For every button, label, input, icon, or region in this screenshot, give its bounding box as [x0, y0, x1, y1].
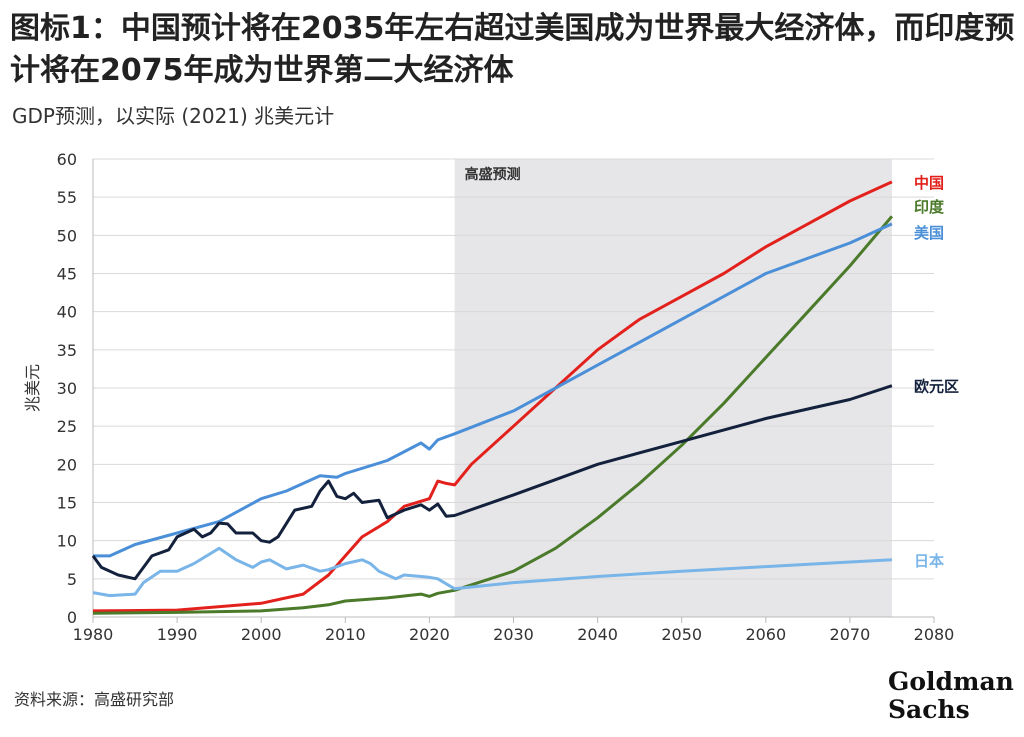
x-tick-label: 2010	[325, 625, 366, 644]
x-tick-label: 2070	[830, 625, 871, 644]
x-tick-label: 2000	[241, 625, 282, 644]
x-tick-label: 2050	[661, 625, 702, 644]
y-tick-label: 0	[67, 608, 77, 627]
y-tick-label: 40	[57, 303, 77, 322]
y-tick-label: 55	[57, 188, 77, 207]
y-tick-label: 60	[57, 150, 77, 169]
x-tick-label: 2020	[409, 625, 450, 644]
x-tick-label: 2030	[493, 625, 534, 644]
y-tick-label: 15	[57, 494, 77, 513]
series-label: 中国	[914, 174, 944, 192]
y-tick-label: 50	[57, 226, 77, 245]
x-tick-label: 1980	[73, 625, 114, 644]
series-line-0	[92, 180, 893, 613]
series-line-3	[91, 384, 893, 581]
series-label: 日本	[914, 552, 944, 570]
forecast-label: 高盛预测	[465, 166, 521, 183]
y-axis-label: 兆美元	[23, 364, 42, 412]
y-tick-label: 45	[57, 265, 77, 284]
series-label: 美国	[914, 224, 944, 242]
x-tick-label: 2080	[914, 625, 955, 644]
y-tick-label: 20	[57, 455, 77, 474]
logo-line-1: Goldman	[888, 667, 1014, 696]
series-label: 印度	[914, 198, 945, 216]
y-tick-label: 10	[57, 532, 77, 551]
series-line-4	[92, 546, 892, 598]
x-tick-label: 2060	[745, 625, 786, 644]
y-tick-label: 35	[57, 341, 77, 360]
y-tick-label: 5	[67, 570, 77, 589]
goldman-sachs-logo: Goldman Sachs	[888, 668, 1014, 724]
source-note: 资料来源：高盛研究部	[14, 690, 175, 709]
chart-subtitle: GDP预测，以实际 (2021) 兆美元计	[12, 104, 335, 128]
y-tick-label: 25	[57, 417, 77, 436]
x-tick-label: 2040	[577, 625, 618, 644]
x-tick-label: 1990	[157, 625, 198, 644]
y-tick-label: 30	[57, 379, 77, 398]
series-line-1	[92, 215, 894, 615]
logo-line-2: Sachs	[888, 695, 970, 724]
chart-title: 图标1：中国预计将在2035年左右超过美国成为世界最大经济体，而印度预计将在20…	[10, 11, 1015, 88]
series-label: 欧元区	[914, 378, 959, 396]
